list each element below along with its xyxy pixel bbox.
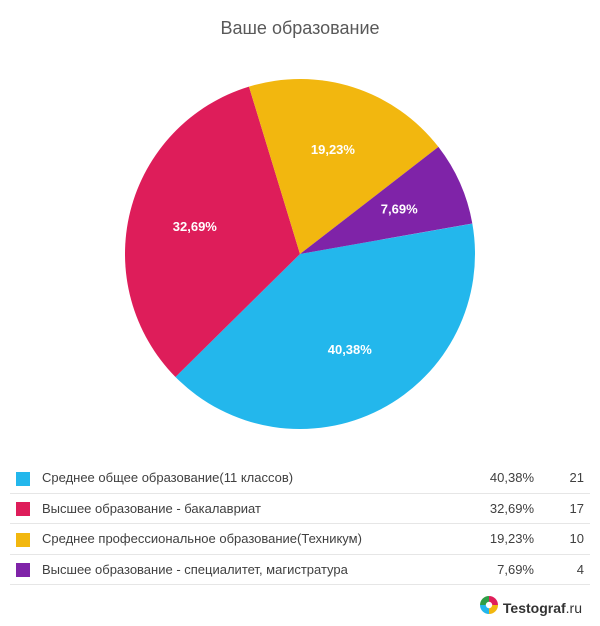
brand-name-bold: Testograf (503, 600, 566, 616)
legend-row: Среднее профессиональное образование(Тех… (10, 524, 590, 555)
legend-swatch-cell (10, 493, 36, 524)
legend-percent: 19,23% (460, 524, 540, 555)
pie-svg: 40,38% 32,69% 19,23% 7,69% (10, 39, 590, 459)
pie-chart: 40,38% 32,69% 19,23% 7,69% (10, 39, 590, 459)
brand-name: Testograf.ru (503, 600, 582, 616)
legend-count: 21 (540, 463, 590, 493)
legend-label: Среднее общее образование(11 классов) (36, 463, 460, 493)
pie-slice-label-2: 19,23% (311, 142, 356, 157)
legend-swatch (16, 472, 30, 486)
legend-percent: 7,69% (460, 554, 540, 585)
legend-swatch (16, 533, 30, 547)
legend-row: Среднее общее образование(11 классов)40,… (10, 463, 590, 493)
legend-row: Высшее образование - бакалавриат32,69%17 (10, 493, 590, 524)
legend-label: Среднее профессиональное образование(Тех… (36, 524, 460, 555)
legend-swatch-cell (10, 524, 36, 555)
brand-name-rest: .ru (566, 600, 582, 616)
legend-count: 10 (540, 524, 590, 555)
legend-table: Среднее общее образование(11 классов)40,… (10, 463, 590, 585)
brand-logo-icon (479, 595, 499, 620)
legend-count: 4 (540, 554, 590, 585)
legend-count: 17 (540, 493, 590, 524)
legend-swatch (16, 563, 30, 577)
legend-percent: 32,69% (460, 493, 540, 524)
legend-row: Высшее образование - специалитет, магист… (10, 554, 590, 585)
pie-slice-label-1: 32,69% (173, 219, 218, 234)
legend-label: Высшее образование - специалитет, магист… (36, 554, 460, 585)
pie-slice-label-3: 7,69% (381, 202, 418, 217)
legend-swatch-cell (10, 463, 36, 493)
legend-label: Высшее образование - бакалавриат (36, 493, 460, 524)
chart-container: Ваше образование 40,38%32,69%19,23%7,69%… (0, 0, 600, 626)
chart-title: Ваше образование (10, 18, 590, 39)
footer: Testograf.ru (10, 595, 590, 620)
legend-swatch-cell (10, 554, 36, 585)
legend-swatch (16, 502, 30, 516)
pie-slice-label-0: 40,38% (328, 342, 373, 357)
legend-percent: 40,38% (460, 463, 540, 493)
